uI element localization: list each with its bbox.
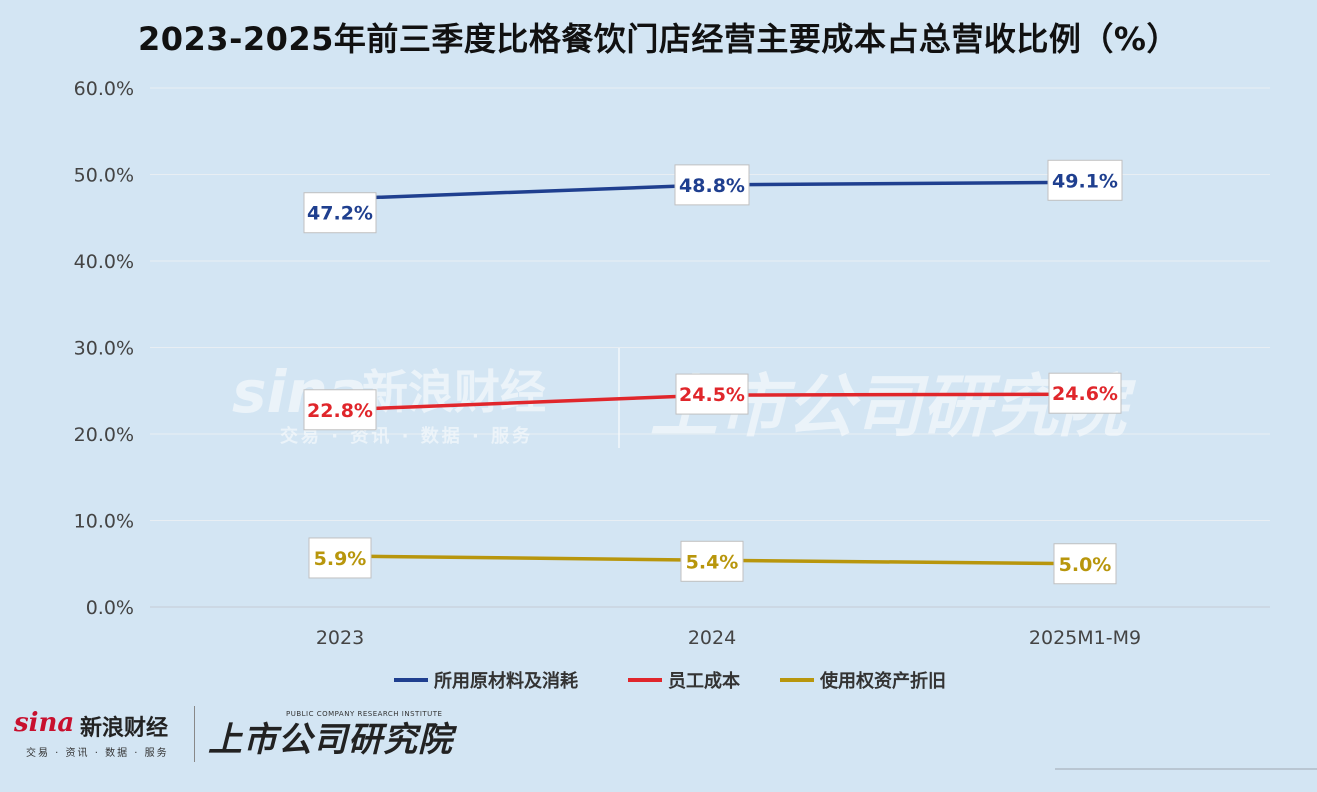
chart-title: 2023-2025年前三季度比格餐饮门店经营主要成本占总营收比例（%） [138, 20, 1179, 58]
sina-finance-slogan: 交易 · 资讯 · 数据 · 服务 [26, 748, 169, 759]
sina-finance-logo-text: 新浪财经 [80, 716, 169, 741]
sina-logo: sina [14, 708, 75, 738]
x-tick-label: 2024 [688, 627, 736, 649]
y-tick-label: 60.0% [74, 78, 134, 100]
y-tick-label: 20.0% [74, 424, 134, 446]
data-label: 5.9% [314, 548, 367, 570]
data-label-box [303, 192, 377, 234]
y-tick-label: 40.0% [74, 251, 134, 273]
data-label-box [680, 540, 744, 582]
series-1: 22.8% 24.5% 24.6% [303, 372, 1122, 431]
y-tick-label: 10.0% [74, 511, 134, 533]
y-tick-label: 0.0% [86, 597, 134, 619]
data-label: 24.6% [1052, 383, 1118, 405]
x-tick-label: 2023 [316, 627, 364, 649]
series: 47.2%48.8% 49.1%22.8%24.5% 24.6%5.9% 5.4% 5.… [303, 159, 1123, 585]
footer-logo: sina 新浪财经 交易 · 资讯 · 数据 · 服务 PUBLIC COMPA… [14, 702, 474, 766]
data-label: 5.0% [1059, 554, 1112, 576]
legend-label: 员工成本 [668, 670, 740, 692]
data-label-box [675, 373, 749, 415]
y-axis-ticks: 0.0% 10.0% 20.0% 30.0% 40.0% 50.0% 60.0% [74, 78, 134, 619]
bottom-rule [1055, 768, 1317, 770]
data-label: 48.8% [679, 175, 745, 197]
legend-label: 所用原材料及消耗 [434, 670, 578, 692]
series-0: 47.2% 48.8% 49.1% [303, 159, 1123, 234]
series-2: 5.9% 5.4% 5.0% [308, 537, 1117, 585]
x-axis-ticks: 2023 2024 2025M1-M9 [316, 627, 1141, 649]
data-label-box [303, 389, 377, 431]
institute-logo-text: 上市公司研究院 [208, 720, 453, 760]
data-label: 24.5% [679, 384, 745, 406]
legend: 所用原材料及消耗 员工成本 使用权资产折旧 [394, 670, 946, 692]
y-tick-label: 50.0% [74, 165, 134, 187]
data-label: 47.2% [307, 203, 373, 225]
data-label: 49.1% [1052, 170, 1118, 192]
logo-divider [194, 706, 195, 762]
data-label-box [674, 164, 750, 206]
legend-label: 使用权资产折旧 [819, 670, 946, 692]
data-label-box [1048, 372, 1122, 414]
data-label: 5.4% [686, 551, 739, 573]
x-tick-label: 2025M1-M9 [1029, 627, 1141, 649]
data-label-box [1047, 159, 1123, 201]
watermark-sina-sub: 交易 · 资讯 · 数据 · 服务 [280, 425, 533, 447]
data-label: 22.8% [307, 400, 373, 422]
line-chart: 0.0%10.0%20.0%30.0%40.0%50.0%60.0% sina … [74, 78, 1270, 692]
institute-english-name: PUBLIC COMPANY RESEARCH INSTITUTE [286, 710, 443, 718]
data-label-box [1053, 543, 1117, 585]
y-tick-label: 30.0% [74, 338, 134, 360]
data-label-box [308, 537, 372, 579]
watermark-sina-cn: 新浪财经 [362, 365, 546, 419]
